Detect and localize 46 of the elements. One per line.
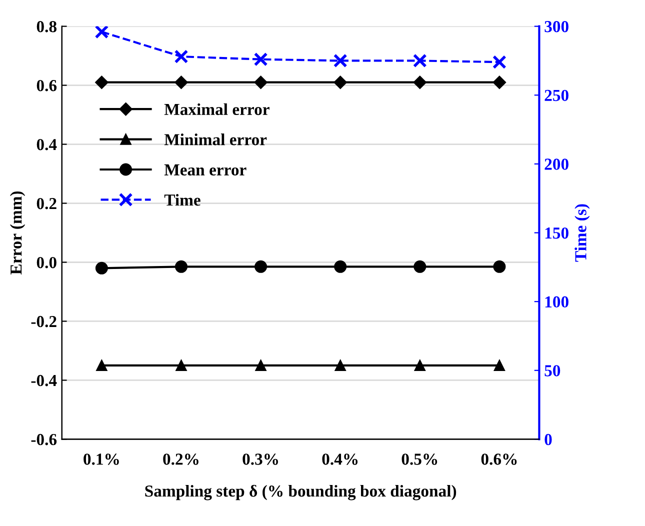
y2-tick-label: 200 — [544, 158, 568, 170]
point — [95, 76, 108, 89]
y-tick-label: 0.2 — [36, 198, 56, 210]
x-tick-label: 0.1% — [84, 454, 119, 465]
point — [334, 360, 346, 372]
y-tick-label: -0.4 — [31, 374, 57, 386]
point — [95, 262, 108, 274]
y2-axis-title: Time (s) — [574, 204, 590, 262]
point — [176, 360, 187, 372]
point — [174, 260, 188, 273]
x-tick-label: 0.5% — [402, 454, 438, 465]
x-tick-label: 0.4% — [322, 454, 358, 465]
point — [414, 360, 426, 372]
y-tick-label: 0.4 — [36, 138, 57, 150]
y2-tick-label: 300 — [544, 21, 568, 32]
legend-label: Minimal error — [164, 134, 267, 146]
y-tick-label: 0.0 — [36, 256, 56, 268]
point — [255, 360, 266, 372]
point — [334, 260, 347, 273]
point — [334, 76, 347, 89]
y-axis-title: Error (mm) — [10, 191, 26, 275]
legend-label: Maximal error — [164, 103, 270, 116]
point — [174, 76, 188, 89]
x-tick-label: 0.6% — [481, 454, 517, 465]
x-tick-label: 0.3% — [242, 454, 278, 465]
point — [414, 260, 426, 273]
y2-tick-label: 50 — [544, 365, 560, 376]
x-tick-label: 0.2% — [163, 454, 198, 465]
y-tick-label: -0.6 — [31, 434, 57, 446]
point — [254, 76, 268, 89]
y2-tick-label: 0 — [544, 434, 552, 446]
y2-tick-label: 100 — [545, 296, 568, 308]
point — [492, 76, 506, 89]
y2-tick-label: 250 — [544, 90, 568, 102]
y-tick-label: 0.6 — [36, 80, 57, 92]
point — [413, 76, 426, 89]
point — [494, 360, 505, 372]
point — [254, 260, 268, 273]
legend-label: Mean error — [164, 164, 246, 176]
y-tick-label: 0.8 — [36, 21, 57, 32]
point — [493, 260, 506, 273]
legend-label: Time — [164, 194, 200, 206]
y2-tick-label: 150 — [545, 227, 568, 239]
point — [96, 360, 108, 372]
y-tick-label: -0.2 — [31, 316, 56, 328]
x-axis-title: Sampling step δ (% bounding box diagonal) — [145, 484, 456, 500]
